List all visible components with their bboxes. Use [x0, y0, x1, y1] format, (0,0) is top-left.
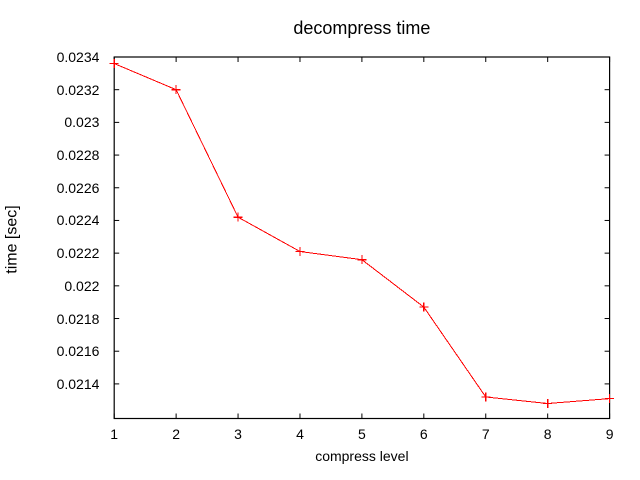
- svg-text:time [sec]: time [sec]: [4, 205, 21, 273]
